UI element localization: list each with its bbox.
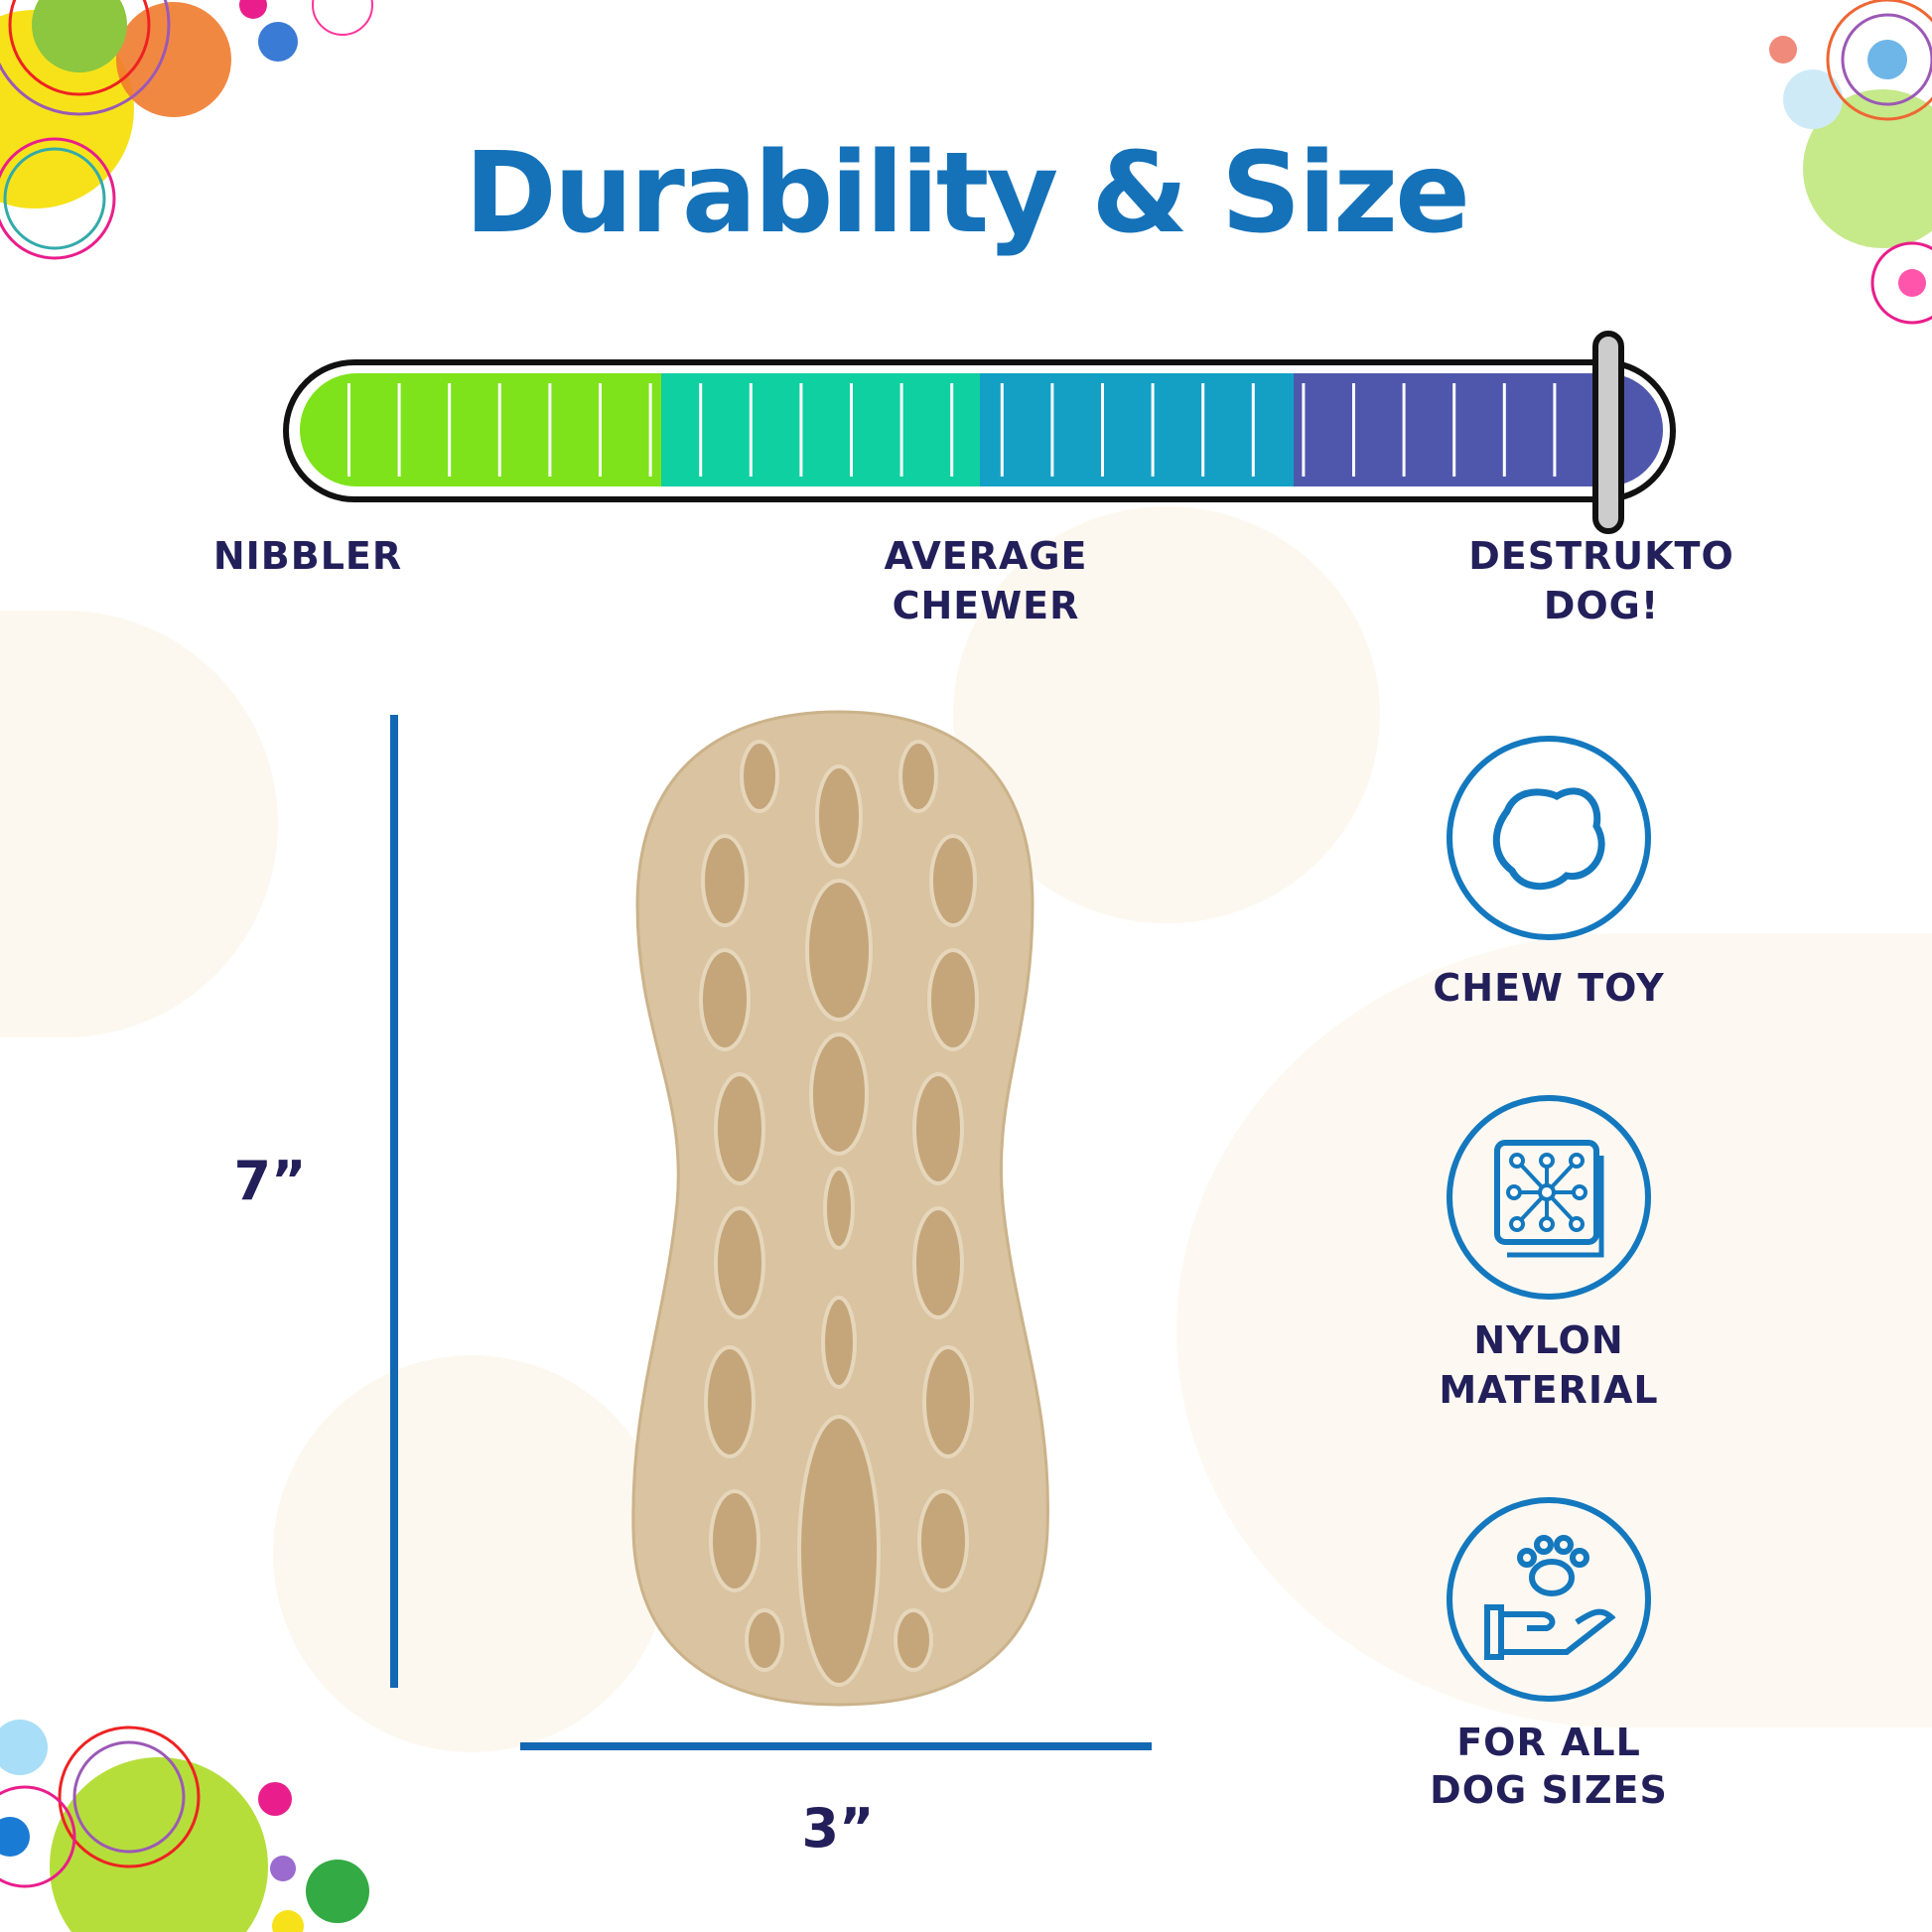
durability-tick	[448, 383, 452, 477]
feature-label-for-all: FOR ALL	[1456, 1721, 1641, 1764]
chew-toy-icon	[1447, 736, 1651, 940]
width-dimension-line	[520, 1742, 1152, 1750]
bg-circle	[273, 1355, 670, 1752]
durability-tick	[497, 383, 501, 477]
hand-paw-icon	[1447, 1497, 1651, 1702]
durability-tick	[1201, 383, 1205, 477]
durability-tick	[950, 383, 954, 477]
peanut-chew-toy-image	[631, 710, 1049, 1707]
corner-decoration-top-left	[0, 0, 373, 260]
durability-tick	[548, 383, 552, 477]
durability-tick	[648, 383, 652, 477]
durability-tick	[347, 383, 350, 477]
durability-tick	[1000, 383, 1004, 477]
durability-tick	[1502, 383, 1506, 477]
height-dimension-line	[390, 715, 398, 1688]
label-dog: DOG!	[1543, 584, 1660, 627]
durability-segment	[300, 373, 661, 486]
page-title: Durability & Size	[464, 129, 1470, 258]
durability-tick	[1101, 383, 1104, 477]
width-label: 3”	[801, 1797, 875, 1860]
durability-tick	[850, 383, 853, 477]
height-label: 7”	[233, 1150, 307, 1212]
durability-tick	[899, 383, 903, 477]
durability-tick	[699, 383, 703, 477]
durability-level-marker	[1592, 331, 1624, 534]
durability-tick	[397, 383, 401, 477]
label-chewer: CHEWER	[892, 584, 1080, 627]
durability-tick	[1251, 383, 1255, 477]
durability-tick	[1302, 383, 1306, 477]
bg-circle	[0, 611, 278, 1037]
durability-tick	[1402, 383, 1406, 477]
durability-tick	[599, 383, 602, 477]
durability-tick	[1452, 383, 1456, 477]
label-destrukto: DESTRUKTO	[1468, 534, 1734, 578]
corner-decoration-bottom-left	[0, 1720, 369, 1932]
durability-segment	[980, 373, 1294, 486]
durability-bar-fill	[300, 373, 1663, 486]
durability-tick	[1352, 383, 1355, 477]
durability-tick	[1553, 383, 1557, 477]
feature-label-nylon: NYLON	[1473, 1318, 1624, 1362]
durability-tick	[749, 383, 753, 477]
durability-tick	[1151, 383, 1155, 477]
durability-segment	[661, 373, 980, 486]
feature-label-material: MATERIAL	[1439, 1368, 1659, 1412]
durability-tick	[799, 383, 803, 477]
label-nibbler: NIBBLER	[212, 534, 403, 578]
feature-label-chew-toy: CHEW TOY	[1433, 966, 1665, 1010]
feature-label-dog-sizes: DOG SIZES	[1430, 1768, 1668, 1812]
nylon-material-icon	[1447, 1095, 1651, 1300]
label-average: AVERAGE	[884, 534, 1088, 578]
corner-decoration-top-right	[1769, 0, 1932, 325]
durability-tick	[1050, 383, 1054, 477]
